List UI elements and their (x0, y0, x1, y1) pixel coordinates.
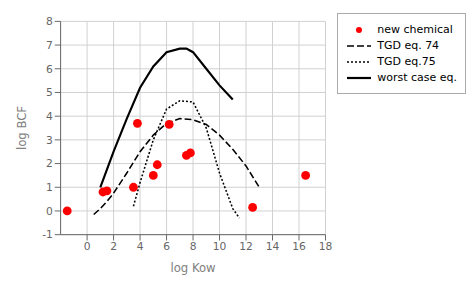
html-text:worst case eq.: worst case eq. (377, 71, 457, 84)
svg-text:14: 14 (266, 240, 280, 253)
svg-text:-1: -1 (42, 228, 53, 241)
svg-text:12: 12 (239, 240, 253, 253)
svg-text:5: 5 (46, 86, 53, 99)
svg-text:1: 1 (46, 181, 53, 194)
svg-text:18: 18 (319, 240, 333, 253)
svg-text:2: 2 (46, 157, 53, 170)
svg-text:log Kow: log Kow (170, 261, 216, 275)
svg-text:8: 8 (46, 15, 53, 28)
svg-text:6: 6 (163, 240, 170, 253)
html-text:new chemical: new chemical (377, 23, 453, 36)
svg-text:4: 4 (137, 240, 144, 253)
svg-text:6: 6 (46, 63, 53, 76)
svg-text:10: 10 (213, 240, 227, 253)
html-text:TGD eq.75: TGD eq.75 (377, 55, 436, 68)
svg-text:log BCF: log BCF (15, 106, 29, 150)
svg-text:0: 0 (84, 240, 91, 253)
svg-text:16: 16 (292, 240, 306, 253)
html-text:TGD eq. 74: TGD eq. 74 (377, 39, 440, 52)
svg-text:8: 8 (190, 240, 197, 253)
svg-text:4: 4 (46, 110, 53, 123)
svg-text:0: 0 (46, 205, 53, 218)
svg-text:7: 7 (46, 39, 53, 52)
svg-text:3: 3 (46, 134, 53, 147)
svg-text:2: 2 (110, 240, 117, 253)
